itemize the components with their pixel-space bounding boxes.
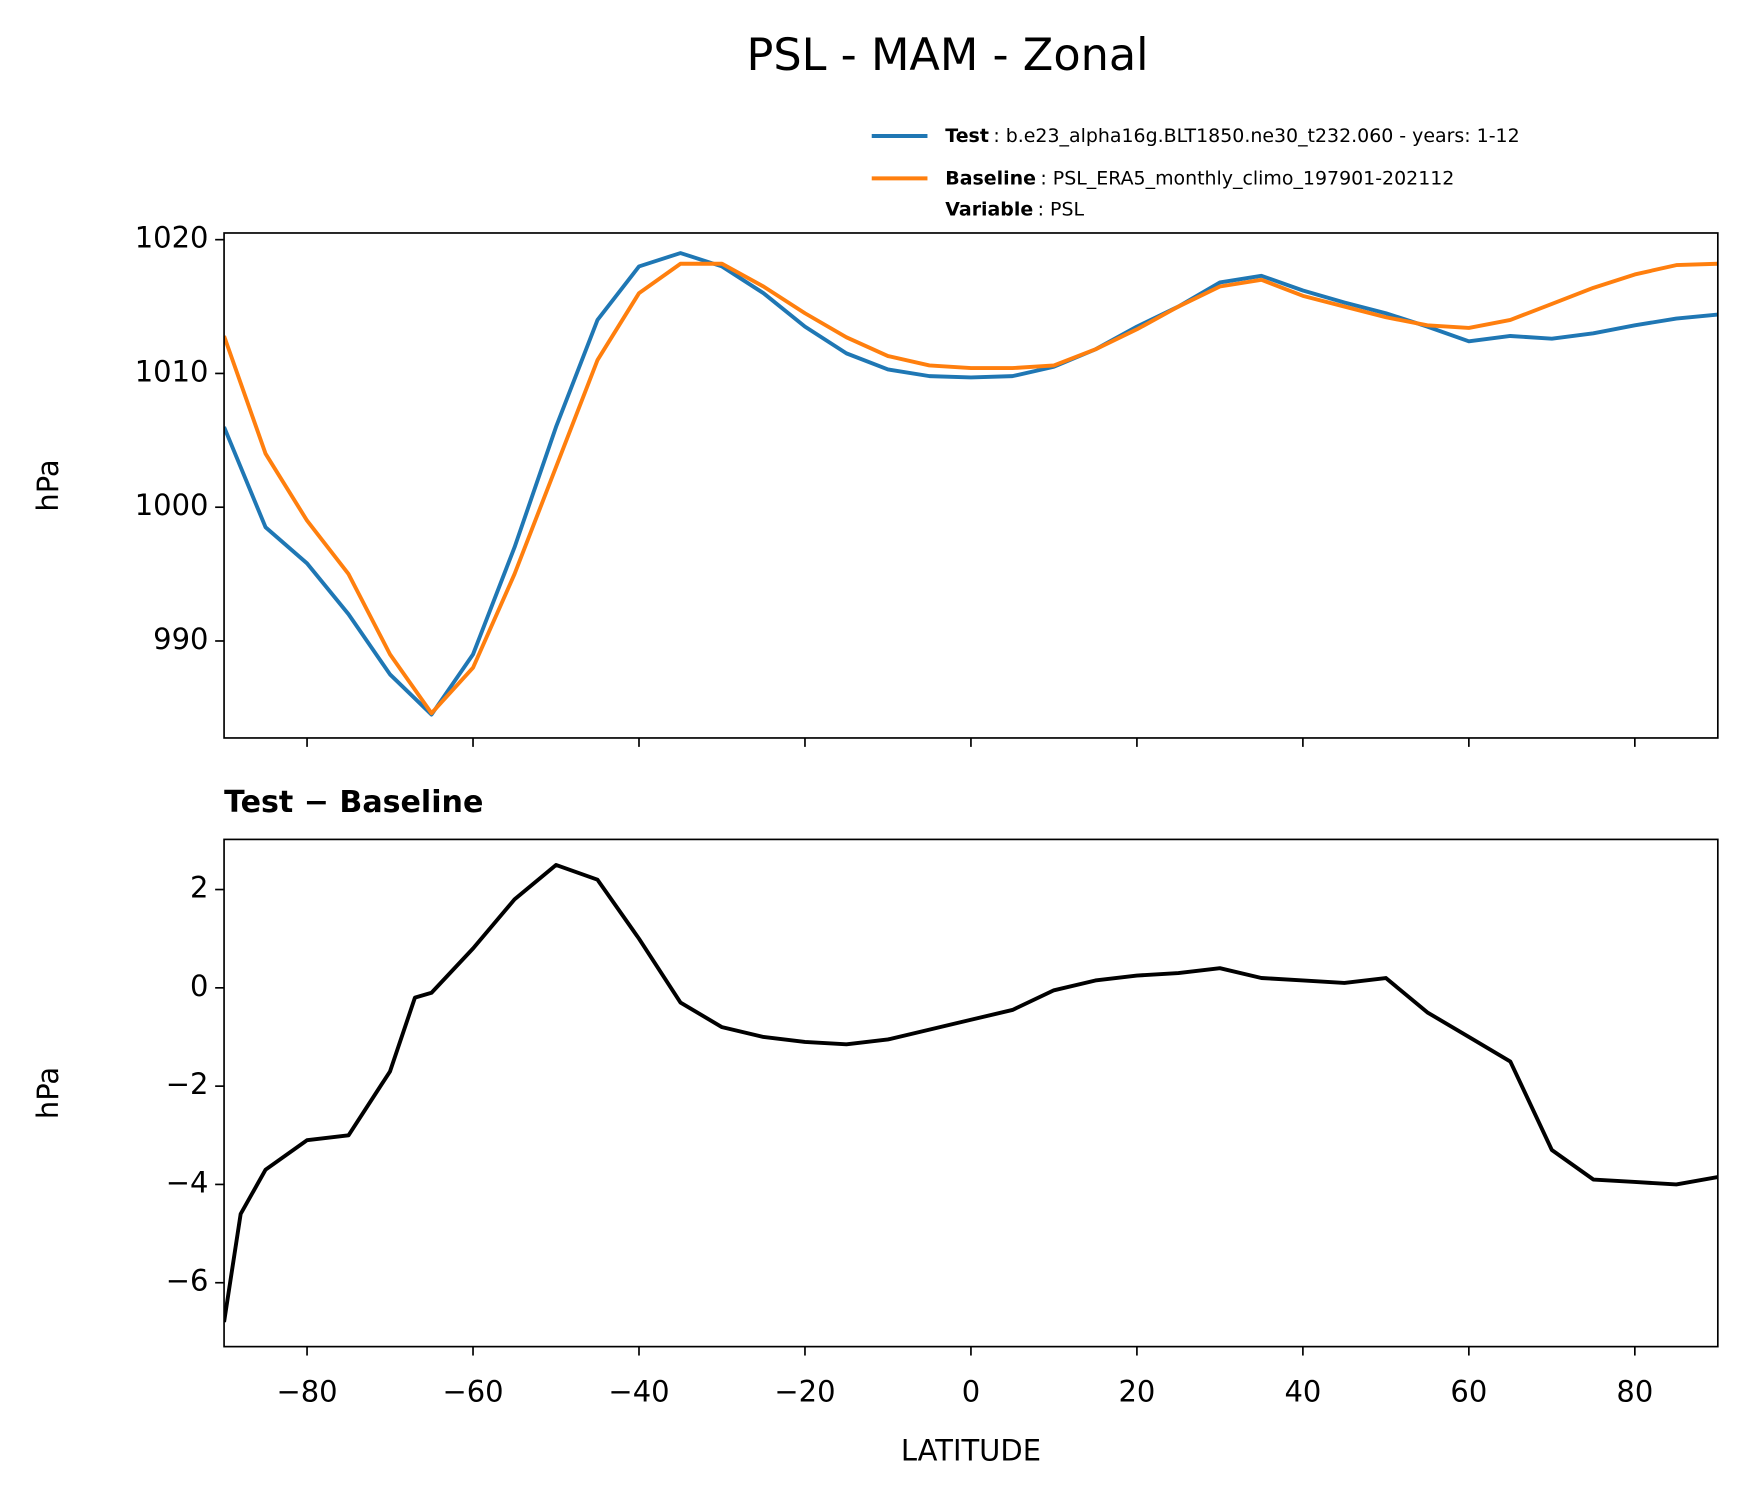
legend-description: : PSL_ERA5_monthly_climo_197901-202112 [1040, 167, 1454, 189]
y-axis-label: hPa [31, 459, 65, 511]
y-axis-label: hPa [31, 1067, 65, 1119]
y-tick-label: 0 [190, 969, 208, 1003]
x-tick-label: −20 [774, 1374, 835, 1408]
legend-note-text: : PSL [1038, 198, 1085, 220]
y-tick-label: −4 [166, 1165, 209, 1199]
y-tick-label: 1010 [135, 354, 209, 388]
y-tick-label: 2 [190, 871, 208, 905]
x-tick-label: 60 [1450, 1374, 1487, 1408]
x-tick-label: −40 [608, 1374, 669, 1408]
figure-title: PSL - MAM - Zonal [747, 29, 1149, 81]
legend-name: Baseline [945, 167, 1036, 189]
x-tick-label: −80 [276, 1374, 337, 1408]
x-tick-label: −60 [442, 1374, 503, 1408]
x-tick-label: 20 [1118, 1374, 1155, 1408]
y-tick-label: 1020 [135, 221, 209, 255]
legend-note-name: Variable [945, 198, 1033, 220]
series-line [224, 261, 1718, 716]
legend-note: Variable: PSL [945, 198, 1084, 220]
axes-frame [223, 232, 1719, 739]
panel-title: Test − Baseline [224, 785, 483, 820]
legend-name: Test [945, 125, 989, 147]
x-tick-label: 0 [962, 1374, 980, 1408]
axes-frame [223, 838, 1719, 1348]
legend-label: Baseline: PSL_ERA5_monthly_climo_197901-… [945, 167, 1454, 189]
legend-label: Test: b.e23_alpha16g.BLT1850.ne30_t232.0… [945, 125, 1519, 147]
x-tick-label: 80 [1616, 1374, 1653, 1408]
y-tick-label: −6 [166, 1264, 209, 1298]
y-tick-label: −2 [166, 1067, 209, 1101]
y-tick-label: 1000 [135, 488, 209, 522]
y-tick-label: 990 [153, 622, 208, 656]
x-tick-label: 40 [1284, 1374, 1321, 1408]
x-axis-label: LATITUDE [901, 1434, 1041, 1468]
series-line [224, 863, 1718, 1323]
series-line [224, 251, 1718, 717]
legend-description: : b.e23_alpha16g.BLT1850.ne30_t232.060 -… [993, 125, 1519, 147]
